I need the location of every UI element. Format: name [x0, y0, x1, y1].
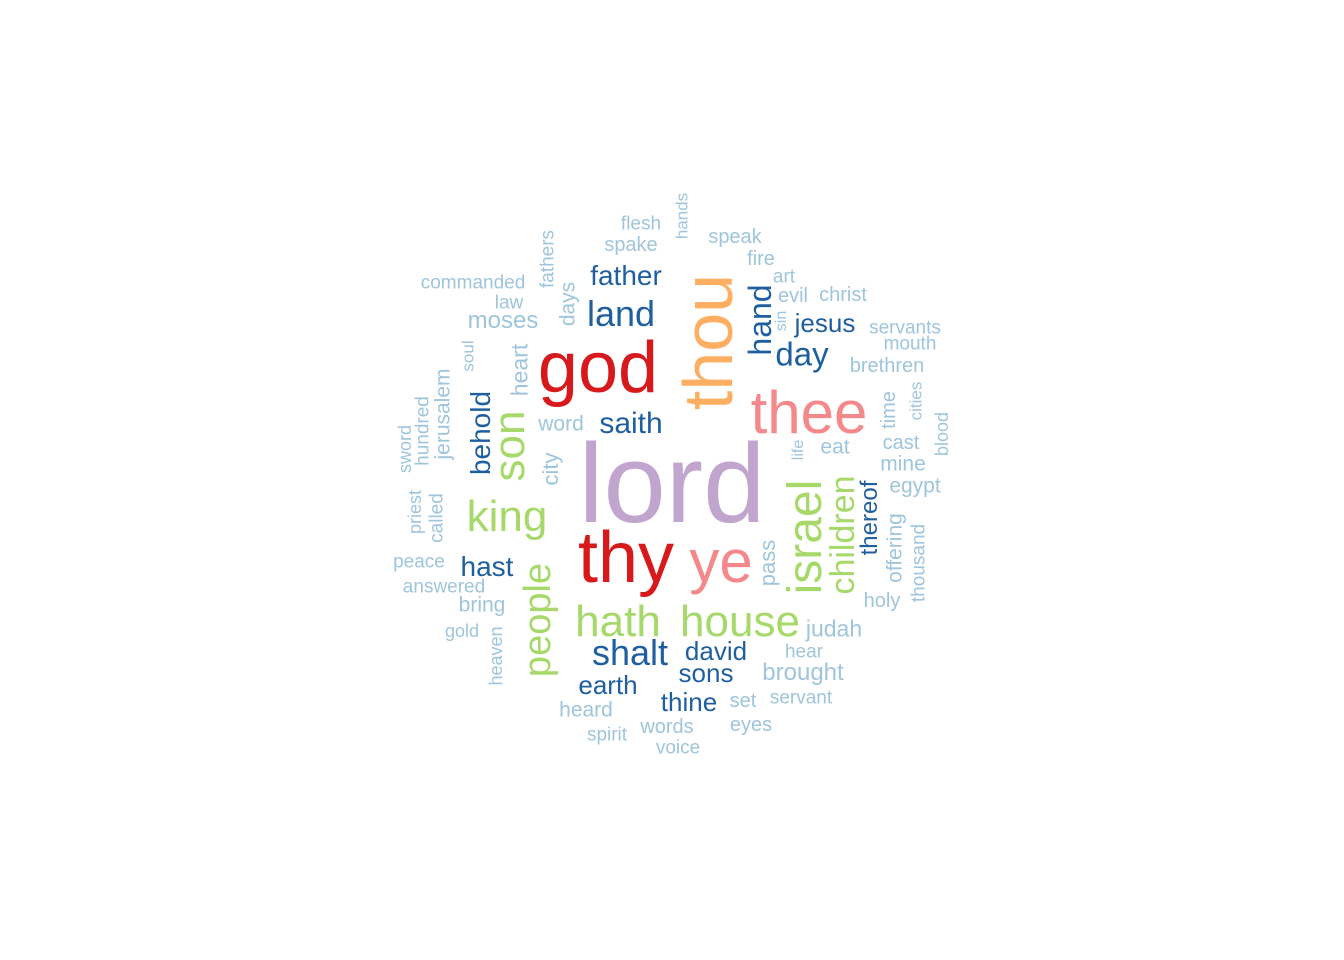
word-fathers: fathers: [537, 229, 559, 289]
word-law: law: [494, 292, 524, 314]
word-holy: holy: [863, 590, 901, 612]
word-sons: sons: [678, 658, 734, 688]
word-eyes: eyes: [729, 714, 773, 736]
word-days: days: [556, 281, 580, 327]
word-father: father: [590, 260, 662, 291]
word-house: house: [680, 597, 800, 646]
word-commanded: commanded: [420, 272, 526, 294]
word-evil: evil: [777, 285, 809, 307]
word-sin: sin: [773, 310, 790, 332]
word-hands: hands: [672, 192, 692, 240]
word-spirit: spirit: [586, 724, 628, 746]
word-flesh: flesh: [620, 213, 662, 235]
word-heart: heart: [506, 343, 533, 397]
word-christ: christ: [819, 284, 867, 306]
word-peace: peace: [393, 551, 445, 573]
word-heard: heard: [559, 698, 613, 722]
word-israel: israel: [779, 479, 832, 595]
word-set: set: [729, 690, 757, 712]
word-shalt: shalt: [591, 632, 669, 673]
word-servant: servant: [769, 687, 833, 709]
word-cities: cities: [906, 381, 926, 421]
word-saith: saith: [599, 407, 663, 440]
word-children: children: [824, 475, 862, 595]
word-hath: hath: [575, 597, 661, 646]
word-words: words: [640, 716, 694, 738]
word-jerusalem: jerusalem: [431, 368, 455, 460]
word-soul: soul: [458, 340, 478, 372]
word-hear: hear: [784, 641, 824, 663]
word-mine: mine: [880, 452, 926, 476]
word-eat: eat: [820, 435, 850, 459]
word-ye: ye: [689, 528, 753, 595]
word-servants: servants: [869, 317, 941, 339]
word-hundred: hundred: [412, 396, 434, 466]
word-gold: gold: [444, 621, 480, 641]
word-hast: hast: [460, 551, 514, 582]
word-thine: thine: [660, 687, 718, 717]
word-jesus: jesus: [794, 308, 856, 338]
word-moses: moses: [467, 307, 539, 334]
word-pass: pass: [755, 539, 780, 587]
word-thousand: thousand: [908, 523, 930, 603]
word-life: life: [790, 439, 807, 461]
word-spake: spake: [604, 234, 658, 256]
word-blood: blood: [932, 411, 952, 457]
word-judah: judah: [805, 615, 863, 642]
word-king: king: [466, 492, 548, 541]
word-offering: offering: [883, 513, 907, 583]
word-time: time: [878, 391, 900, 429]
word-heaven: heaven: [486, 626, 506, 686]
word-sword: sword: [395, 424, 415, 474]
word-land: land: [586, 293, 656, 334]
word-earth: earth: [578, 670, 638, 700]
word-thee: thee: [750, 379, 868, 446]
word-called: called: [426, 493, 448, 543]
word-bring: bring: [458, 593, 506, 617]
word-thereof: thereof: [856, 480, 883, 556]
word-mouth: mouth: [883, 333, 937, 355]
word-hand: hand: [742, 284, 778, 356]
word-city: city: [538, 452, 563, 486]
word-lord: lord: [578, 421, 766, 546]
word-fire: fire: [747, 248, 775, 270]
word-egypt: egypt: [889, 474, 941, 498]
word-day: day: [775, 335, 829, 373]
word-thy: thy: [577, 518, 675, 598]
word-behold: behold: [465, 390, 496, 476]
word-brought: brought: [762, 659, 844, 686]
word-god: god: [537, 328, 659, 408]
word-brethren: brethren: [849, 355, 925, 377]
word-word: word: [538, 412, 584, 436]
word-thou: thou: [669, 273, 747, 411]
word-speak: speak: [708, 226, 762, 248]
word-answered: answered: [402, 576, 486, 598]
word-priest: priest: [405, 489, 425, 535]
word-art: art: [772, 266, 796, 288]
word-voice: voice: [655, 737, 701, 759]
word-david: david: [684, 636, 748, 666]
word-cast: cast: [882, 432, 920, 454]
word-people: people: [517, 562, 559, 678]
